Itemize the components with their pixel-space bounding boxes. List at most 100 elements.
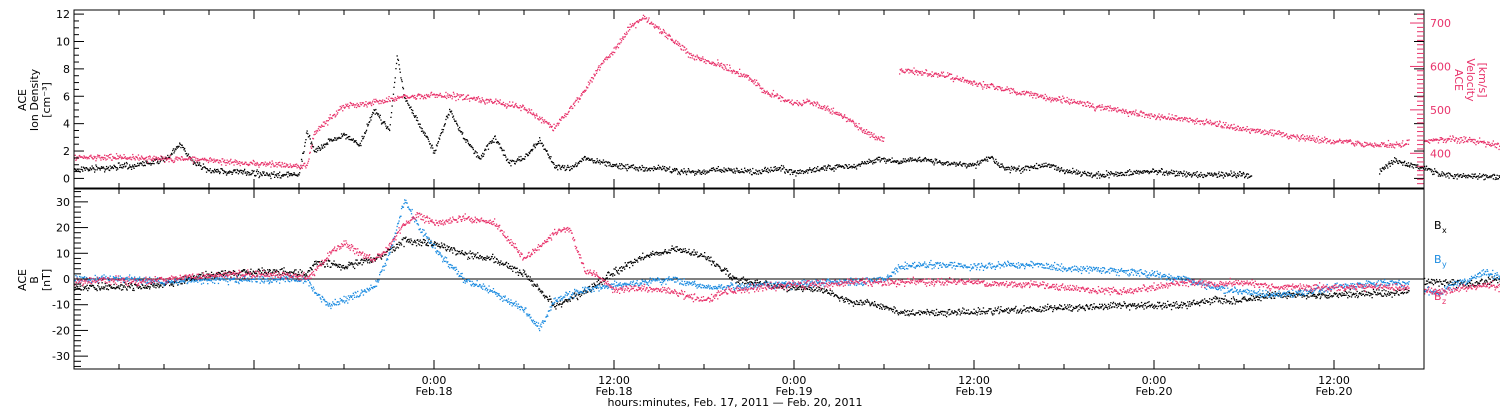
density-series-0-point	[782, 168, 784, 170]
velocity-series-3-point	[957, 78, 959, 80]
velocity-series-2-point	[420, 94, 422, 96]
density-series-0-point	[922, 158, 925, 160]
density-series-0-point	[857, 164, 860, 166]
density-series-1-point	[1477, 178, 1479, 180]
velocity-series-2-point	[515, 102, 517, 105]
bx-series-0-point	[274, 270, 276, 272]
density-series-0-point	[530, 149, 532, 152]
density-series-0-point	[764, 167, 766, 170]
density-series-0-point	[446, 115, 448, 117]
density-series-0-point	[1240, 173, 1243, 175]
velocity-series-2-point	[214, 160, 216, 162]
density-series-0-point	[661, 168, 663, 171]
velocity-series-2-point	[113, 156, 115, 158]
velocity-series-3-point	[1125, 109, 1127, 111]
velocity-series-2-point	[659, 32, 661, 34]
density-series-0-point	[162, 157, 164, 159]
density-series-0-point	[310, 141, 313, 143]
bx-series-0-point	[145, 286, 148, 288]
density-series-0-point	[502, 149, 504, 151]
velocity-series-3-point	[1005, 89, 1008, 91]
density-series-0-point	[244, 172, 246, 174]
velocity-series-2-point	[625, 33, 627, 36]
density-series-0-point	[1040, 166, 1043, 168]
velocity-series-2-point	[845, 117, 847, 119]
velocity-series-3-point	[925, 69, 928, 72]
velocity-series-2-point	[132, 156, 135, 158]
velocity-series-4-point	[1435, 138, 1437, 140]
velocity-series-3-point	[950, 73, 953, 75]
density-series-0-point	[1125, 174, 1128, 176]
density-series-0-point	[670, 172, 673, 174]
density-series-0-point	[960, 164, 963, 166]
velocity-series-3-point	[1173, 118, 1175, 120]
velocity-series-2-point	[759, 85, 761, 87]
velocity-series-2-point	[502, 101, 505, 104]
bx-series-0-point	[90, 285, 93, 287]
velocity-series-4-point	[1456, 142, 1458, 144]
density-series-0-point	[466, 139, 468, 141]
velocity-series-2-point	[823, 106, 825, 109]
velocity-series-2-point	[181, 156, 183, 158]
density-series-0-point	[372, 112, 375, 114]
velocity-series-4-point	[1444, 138, 1446, 140]
density-series-0-point	[716, 167, 718, 170]
density-series-0-point	[1155, 170, 1157, 172]
bx-series-0-point	[290, 271, 293, 273]
density-series-0-point	[358, 145, 360, 147]
velocity-series-3-point	[1022, 93, 1024, 95]
density-series-0-point	[1234, 174, 1236, 176]
velocity-series-2-point	[170, 158, 172, 160]
density-series-0-point	[853, 163, 855, 166]
density-series-0-point	[197, 162, 199, 164]
velocity-series-2-point	[734, 72, 736, 75]
density-series-0-point	[492, 137, 495, 140]
velocity-series-3-point	[1342, 142, 1345, 144]
velocity-series-3-point	[1182, 120, 1184, 122]
velocity-series-3-point	[931, 71, 933, 73]
velocity-series-2-point	[455, 99, 457, 102]
bx-series-0-point	[96, 289, 98, 292]
density-series-0-point	[964, 162, 966, 165]
density-series-0-point	[869, 159, 871, 162]
velocity-series-3-point	[1292, 134, 1295, 136]
velocity-series-3-point	[1092, 103, 1094, 105]
density-series-0-point	[1057, 169, 1059, 171]
density-series-0-point	[510, 165, 512, 167]
density-series-0-point	[917, 159, 919, 161]
density-series-1-point	[1387, 163, 1390, 165]
velocity-series-3-point	[1235, 126, 1237, 128]
velocity-series-2-point	[684, 49, 686, 51]
velocity-series-2-point	[84, 157, 86, 159]
density-series-0-point	[556, 165, 558, 167]
density-series-0-point	[617, 166, 619, 169]
bx-series-0-point	[298, 273, 300, 275]
velocity-series-3-point	[1023, 90, 1025, 92]
velocity-series-3-point	[1256, 131, 1258, 133]
density-series-0-point	[546, 150, 548, 152]
density-series-0-point	[382, 122, 384, 124]
velocity-series-2-point	[607, 57, 609, 59]
density-series-0-point	[927, 158, 930, 161]
density-series-0-point	[240, 172, 243, 174]
density-series-0-point	[645, 167, 648, 169]
velocity-series-2-point	[160, 155, 162, 157]
density-series-0-point	[545, 149, 547, 152]
density-series-0-point	[104, 169, 106, 171]
velocity-series-3-point	[1115, 108, 1117, 110]
velocity-series-2-point	[429, 96, 431, 98]
velocity-series-3-point	[974, 81, 976, 83]
density-series-0-point	[522, 158, 524, 160]
velocity-series-2-point	[302, 165, 304, 167]
density-series-0-point	[225, 171, 227, 173]
density-series-0-point	[262, 171, 264, 173]
density-series-0-point	[899, 162, 901, 164]
density-series-0-point	[276, 173, 278, 175]
density-series-0-point	[757, 170, 759, 173]
velocity-series-2-point	[629, 23, 631, 25]
density-series-0-point	[693, 170, 695, 173]
velocity-series-3-point	[1299, 138, 1301, 141]
density-series-0-point	[319, 147, 321, 149]
velocity-series-3-point	[977, 85, 979, 87]
density-series-0-point	[1159, 170, 1161, 172]
